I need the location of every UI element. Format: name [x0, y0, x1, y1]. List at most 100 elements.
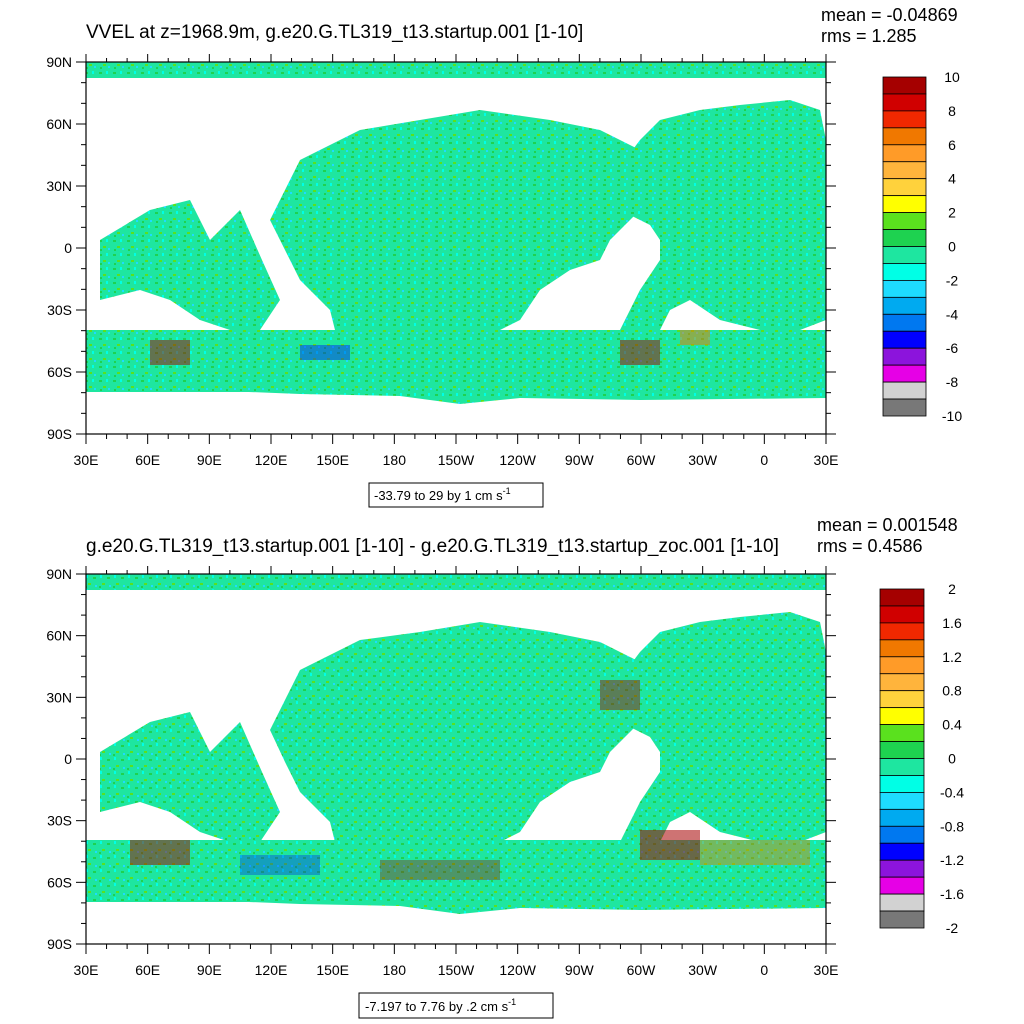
panel-2-info-box: -7.197 to 7.76 by .2 cm s-1: [358, 992, 554, 1019]
y-tick-label: 60S: [47, 364, 72, 380]
x-tick-label: 60E: [135, 452, 160, 468]
y-tick-label: 60N: [46, 628, 72, 644]
panel-1-mean: mean = -0.04869: [821, 5, 958, 25]
x-tick-label: 60E: [135, 962, 160, 978]
colorbar-label: 0.4: [942, 717, 962, 733]
panel-2-rms: rms = 0.4586: [817, 536, 923, 556]
y-tick-label: 30S: [47, 813, 72, 829]
panel-1-title: VVEL at z=1968.9m, g.e20.G.TL319_t13.sta…: [86, 22, 583, 43]
colorbar-box: [879, 775, 925, 793]
colorbar-label: 8: [948, 103, 956, 119]
panel-2-info-sup: -1: [508, 997, 516, 1007]
colorbar-label: -10: [942, 408, 962, 424]
y-tick-label: 60S: [47, 874, 72, 890]
x-tick-label: 30W: [688, 452, 718, 468]
x-tick-label: 180: [383, 962, 407, 978]
colorbar-label: 2: [948, 205, 956, 221]
southern-ocean-band: [86, 330, 826, 392]
panel-2-info-main: -7.197 to 7.76 by .2 cm s: [365, 999, 509, 1014]
y-tick-label: 60N: [46, 116, 72, 132]
colorbar-box: [882, 279, 927, 298]
colorbar-box: [879, 673, 925, 692]
x-tick-label: 120W: [499, 452, 536, 468]
colorbar-label: 6: [948, 137, 956, 153]
colorbar-box: [879, 656, 925, 675]
x-tick-label: 90E: [197, 962, 222, 978]
colorbar-label: 1.6: [942, 615, 962, 631]
panel-1-hotspots: [150, 330, 710, 365]
colorbar-label: 1.2: [942, 649, 962, 665]
colorbar-label: 4: [948, 171, 956, 187]
x-tick-label: 30E: [74, 962, 99, 978]
x-tick-label: 30W: [688, 962, 718, 978]
colorbar-box: [879, 792, 925, 810]
panel-2-title: g.e20.G.TL319_t13.startup.001 [1-10] - g…: [86, 536, 779, 557]
svg-text:-33.79 to 29 by 1 cm s-1: -33.79 to 29 by 1 cm s-1: [374, 486, 511, 503]
pacific-ocean: [270, 110, 660, 360]
x-tick-label: 90W: [565, 962, 595, 978]
colorbar-box: [879, 758, 925, 776]
y-tick-label: 30S: [47, 302, 72, 318]
svg-text:-7.197 to 7.76 by .2 cm s-1: -7.197 to 7.76 by .2 cm s-1: [365, 997, 516, 1014]
colorbar-box: [879, 605, 925, 624]
y-tick-label: 90S: [47, 936, 72, 952]
colorbar-box: [882, 76, 927, 95]
colorbar-box: [882, 127, 927, 146]
colorbar-box: [882, 313, 927, 332]
x-tick-label: 30E: [74, 452, 99, 468]
x-tick-label: 120E: [255, 452, 288, 468]
colorbar-box: [882, 229, 927, 247]
colorbar-box: [879, 842, 925, 861]
colorbar-box: [882, 364, 927, 383]
colorbar-box: [879, 588, 925, 607]
y-tick-label: 30N: [46, 689, 72, 705]
y-tick-label: 30N: [46, 178, 72, 194]
colorbar-box: [882, 161, 927, 180]
panel-1-colorbar: 10 8 6 4 2 0 -2 -4 -6 -8 -10: [882, 69, 962, 424]
y-tick-label: 0: [64, 751, 72, 767]
colorbar-box: [882, 263, 927, 281]
colorbar-box: [879, 859, 925, 878]
colorbar-box: [879, 741, 925, 759]
x-tick-label: 150W: [438, 452, 475, 468]
y-tick-label: 90S: [47, 426, 72, 442]
colorbar-box: [879, 707, 925, 726]
y-tick-label: 90N: [46, 54, 72, 70]
colorbar-box: [879, 808, 925, 827]
colorbar-box: [879, 825, 925, 844]
colorbar-label: 2: [948, 581, 956, 597]
x-tick-label: 120E: [255, 962, 288, 978]
panel-2-colorbar: 2 1.6 1.2 0.8 0.4 0 -0.4 -0.8 -1.2 -1.6 -2: [879, 581, 964, 936]
colorbar-box: [879, 910, 925, 929]
x-tick-label: 0: [760, 962, 768, 978]
colorbar-box: [882, 178, 927, 197]
colorbar-box: [882, 296, 927, 315]
x-tick-label: 90E: [197, 452, 222, 468]
x-tick-label: 150E: [316, 962, 349, 978]
panel-1-rms: rms = 1.285: [821, 26, 917, 46]
colorbar-label: -0.4: [940, 784, 964, 800]
colorbar-label: 10: [944, 69, 960, 85]
colorbar-box: [882, 330, 927, 349]
x-tick-label: 60W: [627, 452, 657, 468]
colorbar-box: [882, 398, 927, 417]
x-tick-label: 90W: [565, 452, 595, 468]
y-tick-label: 0: [64, 240, 72, 256]
x-tick-label: 150W: [438, 962, 475, 978]
colorbar-label: -1.2: [940, 852, 964, 868]
panel-1: VVEL at z=1968.9m, g.e20.G.TL319_t13.sta…: [46, 5, 962, 508]
colorbar-box: [879, 893, 925, 912]
panel-1-info-main: -33.79 to 29 by 1 cm s: [374, 488, 503, 503]
colorbar-label: -2: [946, 920, 959, 936]
colorbar-label: -4: [946, 306, 959, 322]
colorbar-box: [882, 246, 927, 264]
colorbar-label: -8: [946, 374, 959, 390]
colorbar-label: -2: [946, 272, 959, 288]
x-tick-label: 30E: [814, 452, 839, 468]
panel-1-info-sup: -1: [503, 486, 511, 496]
colorbar-box: [882, 347, 927, 366]
